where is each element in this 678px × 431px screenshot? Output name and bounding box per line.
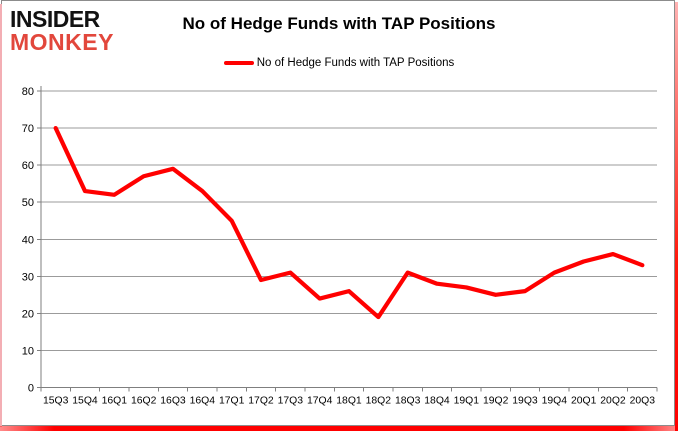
- x-tick-label: 17Q3: [278, 396, 304, 407]
- x-tick-label: 19Q1: [454, 396, 480, 407]
- x-tick-label: 19Q4: [542, 396, 568, 407]
- y-tick-label: 50: [22, 197, 34, 209]
- y-tick-label: 10: [22, 345, 34, 357]
- chart-title: No of Hedge Funds with TAP Positions: [182, 14, 496, 33]
- y-tick-label: 20: [22, 308, 34, 320]
- x-tick-label: 17Q1: [219, 396, 245, 407]
- x-tick-label: 18Q2: [366, 396, 392, 407]
- axes: [37, 86, 658, 392]
- x-tick-label: 18Q4: [424, 396, 450, 407]
- x-tick-label: 17Q4: [307, 396, 333, 407]
- x-tick-label: 18Q1: [336, 396, 362, 407]
- x-tick-label: 15Q4: [72, 396, 98, 407]
- legend-label: No of Hedge Funds with TAP Positions: [256, 57, 455, 69]
- x-tick-label: 19Q2: [483, 396, 509, 407]
- x-tick-label: 16Q3: [160, 396, 186, 407]
- legend-line-swatch: [223, 61, 254, 65]
- chart-legend: No of Hedge Funds with TAP Positions: [0, 57, 678, 69]
- x-tick-label: 16Q2: [131, 396, 157, 407]
- y-axis-labels: 0 10 20 30 40 50 60 70 80: [22, 86, 34, 395]
- x-axis-labels: 15Q3 15Q4 16Q1 16Q2 16Q3 16Q4 17Q1 17Q2 17Q3 17Q4…: [43, 396, 655, 407]
- logo-line-insider: INSIDER: [10, 6, 100, 32]
- x-tick-label: 20Q3: [630, 396, 656, 407]
- y-tick-label: 0: [28, 383, 34, 395]
- red-border-bottom: [0, 426, 678, 431]
- x-tick-label: 16Q1: [102, 396, 128, 407]
- x-tick-label: 20Q2: [600, 396, 626, 407]
- series-line: [53, 125, 645, 320]
- y-tick-label: 80: [22, 86, 34, 98]
- y-tick-label: 40: [22, 234, 34, 246]
- y-tick-label: 70: [22, 123, 34, 135]
- x-tick-label: 19Q3: [512, 396, 538, 407]
- x-tick-label: 20Q1: [571, 396, 597, 407]
- x-tick-label: 17Q2: [248, 396, 274, 407]
- red-border-left: [0, 4, 2, 427]
- x-tick-label: 15Q3: [43, 396, 69, 407]
- x-tick-label: 16Q4: [190, 396, 216, 407]
- gridlines: [41, 90, 657, 351]
- logo-line-monkey: MONKEY: [10, 29, 114, 56]
- y-tick-label: 30: [22, 271, 34, 283]
- series-lines: [53, 125, 645, 320]
- red-border-right: [675, 2, 678, 431]
- insider-monkey-logo: INSIDER MONKEY: [10, 6, 114, 56]
- y-tick-label: 60: [22, 160, 34, 172]
- x-tick-label: 18Q3: [395, 396, 421, 407]
